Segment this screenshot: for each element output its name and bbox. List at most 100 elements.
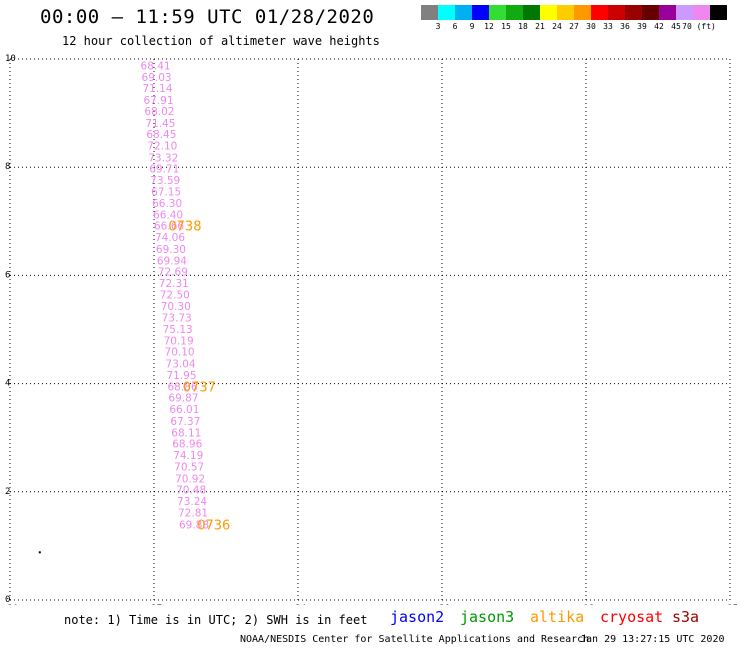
y-tick-label: 4 <box>5 379 10 389</box>
color-scale-label: 12 <box>484 22 494 31</box>
color-scale-label: 36 <box>620 22 630 31</box>
wave-height-label: 75.13 <box>163 324 193 336</box>
x-tick-label: -15 <box>722 604 738 605</box>
wave-height-label: 68.41 <box>141 60 171 72</box>
wave-height-label: 68.86 <box>167 381 197 393</box>
color-scale-label: 42 <box>654 22 664 31</box>
wave-height-label: 71.95 <box>166 370 196 382</box>
color-scale-label: 39 <box>637 22 647 31</box>
legend-s3a: s3a <box>672 608 700 626</box>
chart-subtitle: 12 hour collection of altimeter wave hei… <box>62 34 380 48</box>
color-swatch <box>438 5 455 20</box>
y-tick-label: 10 <box>5 54 16 64</box>
wave-height-label: 70.10 <box>165 347 195 359</box>
wave-height-label: 73.59 <box>150 175 180 187</box>
footer-credit: NOAA/NESDIS Center for Satellite Applica… <box>240 634 590 645</box>
color-scale-label: 6 <box>452 22 458 31</box>
time-label: 0736 <box>197 518 230 533</box>
color-swatch <box>710 5 727 20</box>
wave-height-label: 72.31 <box>159 278 189 290</box>
color-scale-label: 45 <box>671 22 681 31</box>
wave-height-label: 69.94 <box>157 255 187 267</box>
x-tick-label: -24 <box>290 604 306 605</box>
footer-timestamp: Jan 29 13:27:15 UTC 2020 <box>580 634 725 645</box>
color-swatch <box>472 5 489 20</box>
wave-height-label: 70.48 <box>176 485 206 497</box>
wave-height-label: 67.37 <box>170 416 200 428</box>
wave-height-label: 68.45 <box>146 129 176 141</box>
color-swatch <box>540 5 557 20</box>
wave-height-label: 66.30 <box>152 198 182 210</box>
wave-height-label: 74.06 <box>155 232 185 244</box>
color-scale-bar <box>421 5 727 20</box>
color-swatch <box>506 5 523 20</box>
x-tick-label: -21 <box>434 604 450 605</box>
altimeter-plot: -30 -27 -24 -21 -18 -15 0 2 4 6 8 10 68.4169.0371.14… <box>2 54 738 605</box>
color-swatch <box>625 5 642 20</box>
color-scale-label: 24 <box>552 22 562 31</box>
wave-height-label: 69.03 <box>142 72 172 84</box>
wave-height-label: 73.24 <box>177 496 207 508</box>
wave-height-label: 71.45 <box>145 118 175 130</box>
y-tick-label: 2 <box>5 487 10 497</box>
color-swatch <box>642 5 659 20</box>
color-swatch <box>693 5 710 20</box>
legend-cryosat: cryosat <box>600 608 664 626</box>
wave-height-label: 72.81 <box>178 507 208 519</box>
color-swatch <box>523 5 540 20</box>
wave-height-label: 73.04 <box>166 359 196 371</box>
x-tick-label: -30 <box>2 604 18 605</box>
wave-height-label: 71.14 <box>142 83 172 95</box>
wave-height-label: 68.96 <box>172 439 202 451</box>
color-scale-label: 9 <box>469 22 475 31</box>
wave-height-label: 66.66 <box>154 221 184 233</box>
color-swatch <box>489 5 506 20</box>
wave-height-label: 72.50 <box>160 289 190 301</box>
x-tick-label: -27 <box>146 604 162 605</box>
wave-height-label: 70.19 <box>164 335 194 347</box>
wave-height-label: 67.91 <box>143 95 173 107</box>
legend-jason3: jason3 <box>460 608 515 626</box>
units-note: note: 1) Time is in UTC; 2) SWH is in fe… <box>64 613 368 627</box>
wave-height-label: 68.02 <box>144 106 174 118</box>
wave-height-label: 70.92 <box>175 473 205 485</box>
wave-height-label: 73.32 <box>148 152 178 164</box>
color-scale-label: 18 <box>518 22 528 31</box>
wave-height-label: 70.57 <box>174 461 204 473</box>
color-scale-label: 70 (ft) <box>682 22 716 31</box>
wave-height-label: 72.10 <box>147 141 177 153</box>
wave-height-label: 74.19 <box>173 450 203 462</box>
y-tick-label: 8 <box>5 162 10 172</box>
color-swatch <box>591 5 608 20</box>
x-tick-label: -18 <box>578 604 594 605</box>
wave-height-label: 69.71 <box>149 163 179 175</box>
y-tick-label: 0 <box>5 595 10 605</box>
color-swatch <box>574 5 591 20</box>
wave-height-label: 69.87 <box>168 393 198 405</box>
data-mark <box>38 551 41 554</box>
color-swatch <box>676 5 693 20</box>
time-label: 0738 <box>168 220 201 235</box>
color-swatch <box>455 5 472 20</box>
wave-height-label: 68.11 <box>171 427 201 439</box>
legend-jason2: jason2 <box>390 608 445 626</box>
wave-height-label: 67.15 <box>151 187 181 199</box>
y-tick-label: 6 <box>5 270 10 280</box>
color-swatch <box>659 5 676 20</box>
color-swatch <box>557 5 574 20</box>
color-scale-label: 33 <box>603 22 613 31</box>
wave-height-label: 66.40 <box>153 209 183 221</box>
color-scale-label: 15 <box>501 22 511 31</box>
wave-height-label: 69.30 <box>156 244 186 256</box>
color-scale-label: 21 <box>535 22 545 31</box>
color-scale-label: 27 <box>569 22 579 31</box>
wave-height-label: 72.69 <box>158 267 188 279</box>
color-swatch <box>421 5 438 20</box>
wave-height-label: 66.01 <box>169 404 199 416</box>
color-scale-label: 3 <box>435 22 441 31</box>
time-label: 0737 <box>183 380 216 395</box>
wave-height-label: 70.30 <box>161 301 191 313</box>
color-swatch <box>608 5 625 20</box>
wave-height-label: 69.88 <box>179 519 209 531</box>
chart-title: 00:00 – 11:59 UTC 01/28/2020 <box>40 6 375 28</box>
